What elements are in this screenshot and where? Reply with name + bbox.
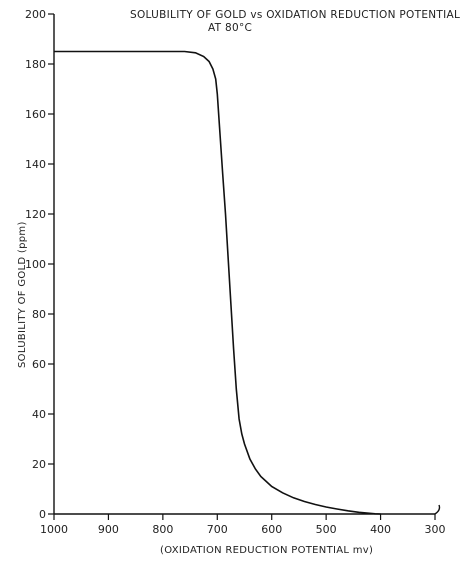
- y-tick-label: 100: [25, 258, 46, 271]
- y-tick-label: 180: [25, 58, 46, 71]
- y-tick-label: 60: [32, 358, 46, 371]
- axes: [53, 14, 441, 515]
- x-axis-label: (OXIDATION REDUCTION POTENTIAL mv): [160, 545, 373, 556]
- x-tick-label: 300: [425, 523, 446, 536]
- y-tick-label: 160: [25, 108, 46, 121]
- series-line: [54, 50, 381, 515]
- y-tick-label: 40: [32, 408, 46, 421]
- x-tick-label: 800: [152, 523, 173, 536]
- y-ticks: 0 20 40 60 80 100 120 140 160 180 200: [25, 8, 54, 521]
- x-axis-end-mark: [434, 504, 441, 515]
- x-tick-label: 1000: [40, 523, 68, 536]
- y-tick-label: 140: [25, 158, 46, 171]
- y-tick-label: 200: [25, 8, 46, 21]
- y-tick-label: 0: [39, 508, 46, 521]
- chart-title: SOLUBILITY OF GOLD vs OXIDATION REDUCTIO…: [130, 9, 460, 21]
- y-tick-label: 120: [25, 208, 46, 221]
- y-axis-label: SOLUBILITY OF GOLD (ppm): [17, 221, 28, 368]
- chart-subtitle: AT 80°C: [208, 22, 252, 34]
- x-ticks: 1000 900 800 700 600 500 400 300: [40, 514, 446, 536]
- x-tick-label: 500: [316, 523, 337, 536]
- y-tick-label: 20: [32, 458, 46, 471]
- series-group: [54, 50, 381, 515]
- x-tick-label: 900: [98, 523, 119, 536]
- x-tick-label: 700: [207, 523, 228, 536]
- x-tick-label: 400: [370, 523, 391, 536]
- y-tick-label: 80: [32, 308, 46, 321]
- x-tick-label: 600: [261, 523, 282, 536]
